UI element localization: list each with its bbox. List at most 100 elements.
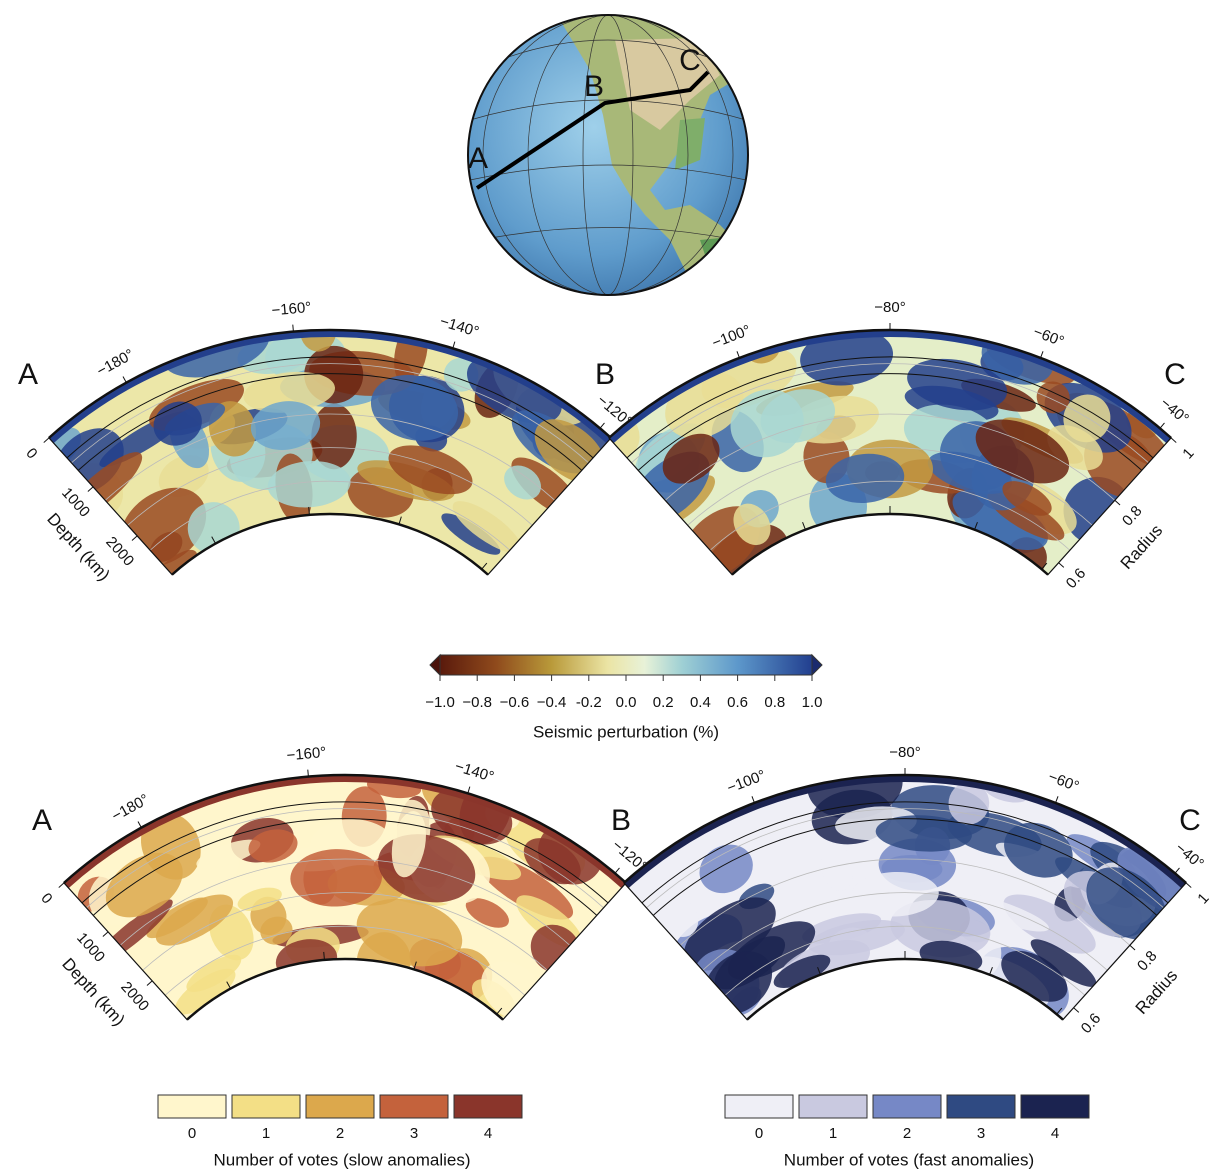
axis-label: Depth (km) xyxy=(43,509,113,584)
tick-mark xyxy=(1056,1007,1063,1015)
discontinuity xyxy=(641,801,1169,904)
section-surface xyxy=(48,328,612,439)
axis-label: Radius xyxy=(1132,966,1182,1018)
anomaly xyxy=(760,389,836,443)
depth-contour xyxy=(646,808,1164,909)
depth-contour xyxy=(86,808,604,909)
globe-label: C xyxy=(679,44,701,77)
anomaly xyxy=(851,871,939,917)
legend-swatch xyxy=(1020,1094,1090,1119)
colorbar-tick-label: −0.6 xyxy=(500,694,530,711)
axis-tick-label: 0.8 xyxy=(1134,948,1161,975)
section-surface xyxy=(63,773,627,884)
section-track xyxy=(475,70,710,190)
tick-mark xyxy=(1041,562,1048,570)
longitude-label: −140° xyxy=(453,758,496,786)
legend-swatch xyxy=(724,1094,794,1119)
panel-letter: C xyxy=(1164,358,1186,391)
tick-mark xyxy=(817,967,821,975)
land xyxy=(700,235,748,295)
anomaly xyxy=(267,461,351,508)
colorbar-end xyxy=(429,653,441,677)
longitude-label: −80° xyxy=(889,744,920,761)
depth-contour xyxy=(71,363,589,464)
anomaly xyxy=(825,453,905,504)
depth-contour xyxy=(142,892,548,971)
anomaly xyxy=(1003,894,1096,954)
legend-swatch xyxy=(872,1094,942,1119)
tick-mark xyxy=(211,536,217,544)
depth-contour xyxy=(127,447,533,526)
tick-mark xyxy=(1185,882,1192,888)
axis-tick-label: 0.8 xyxy=(1119,503,1146,530)
tick-mark xyxy=(1129,944,1136,951)
anomaly xyxy=(441,513,501,555)
colorbar: Seismic perturbation (%) xyxy=(429,653,823,741)
globe-label: A xyxy=(468,142,488,175)
tick-mark xyxy=(1170,437,1177,443)
panel-letter: B xyxy=(611,804,631,837)
tick-mark xyxy=(292,324,294,332)
tick-mark xyxy=(974,522,978,530)
depth-contour xyxy=(687,447,1093,526)
longitude-label: −140° xyxy=(438,313,481,341)
legend-tick-label: 0 xyxy=(188,1125,196,1142)
tick-mark xyxy=(1174,867,1180,874)
longitude-label: −60° xyxy=(1046,768,1081,795)
colorbar-tick-label: 1.0 xyxy=(802,694,823,711)
legend-tick-label: 4 xyxy=(1051,1125,1059,1142)
discontinuity xyxy=(637,373,1143,471)
longitude-label: −40° xyxy=(1172,839,1207,872)
land xyxy=(615,38,720,130)
anomaly xyxy=(196,839,261,869)
legend-tick-label: 3 xyxy=(410,1125,418,1142)
legend-swatch xyxy=(946,1094,1016,1119)
discontinuity xyxy=(652,818,1158,916)
anomaly xyxy=(683,897,776,971)
tick-mark xyxy=(599,422,605,429)
legend-tick-label: 3 xyxy=(977,1125,985,1142)
depth-contour xyxy=(724,925,1086,996)
panel-letter: A xyxy=(32,804,52,837)
colorbar-tick-label: 0.0 xyxy=(616,694,637,711)
anomaly xyxy=(153,401,202,446)
section-surface xyxy=(608,328,1172,439)
anomaly xyxy=(370,374,459,441)
tick-mark xyxy=(481,562,488,570)
globe-label: B xyxy=(584,70,604,103)
section-image xyxy=(608,330,1172,575)
tick-mark xyxy=(1159,422,1165,429)
legend-tick-label: 0 xyxy=(755,1125,763,1142)
tick-mark xyxy=(1073,1007,1080,1013)
anomaly xyxy=(465,898,509,928)
colorbar-tick-label: −1.0 xyxy=(425,694,455,711)
depth-contour xyxy=(702,892,1108,971)
tick-mark xyxy=(87,486,94,492)
anomaly xyxy=(452,501,522,553)
depth-contour xyxy=(119,858,571,946)
tick-mark xyxy=(1055,796,1059,804)
tick-mark xyxy=(1040,351,1044,359)
axis-tick-label: 0 xyxy=(37,890,55,908)
legend-swatch xyxy=(305,1094,375,1119)
colorbar-tick-label: 0.4 xyxy=(690,694,711,711)
anomaly xyxy=(311,403,357,470)
anomaly xyxy=(250,401,321,451)
legend-swatch xyxy=(157,1094,227,1119)
tick-mark xyxy=(122,376,127,383)
axis-tick-label: 0.6 xyxy=(1063,565,1090,592)
section-cmb xyxy=(186,957,504,1021)
section-surface xyxy=(623,773,1187,884)
tick-mark xyxy=(1058,562,1065,568)
anomaly xyxy=(388,445,473,495)
land xyxy=(675,118,705,170)
colorbar-tick-label: 0.2 xyxy=(653,694,674,711)
globe: A B C xyxy=(467,14,749,296)
tick-mark xyxy=(751,796,755,804)
longitude-label: −180° xyxy=(109,791,152,825)
tick-mark xyxy=(989,967,993,975)
anomaly xyxy=(356,898,463,967)
tick-mark xyxy=(131,535,138,541)
tick-mark xyxy=(736,351,740,359)
anomaly xyxy=(248,829,298,863)
